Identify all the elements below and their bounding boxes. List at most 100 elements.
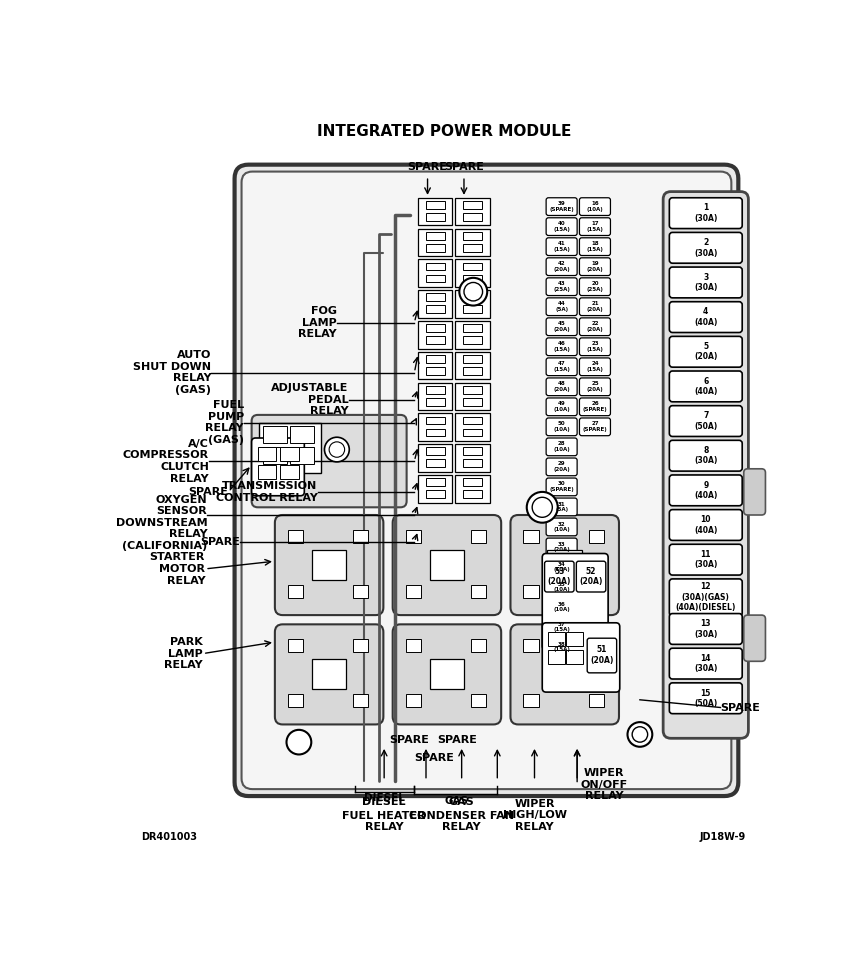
Bar — [463, 336, 481, 344]
Bar — [589, 530, 604, 543]
Text: 32
(10A): 32 (10A) — [553, 521, 570, 532]
Circle shape — [329, 442, 345, 457]
Text: 23
(15A): 23 (15A) — [586, 341, 604, 352]
Bar — [456, 444, 489, 472]
Bar — [312, 659, 346, 690]
Bar — [463, 293, 481, 301]
Bar — [418, 414, 452, 441]
FancyBboxPatch shape — [546, 258, 577, 276]
Bar — [463, 213, 481, 221]
FancyBboxPatch shape — [669, 198, 742, 228]
Text: 2
(30A): 2 (30A) — [694, 238, 717, 258]
Text: GAS: GAS — [445, 796, 469, 806]
Text: 16
(10A): 16 (10A) — [586, 202, 604, 212]
FancyBboxPatch shape — [546, 478, 577, 496]
Text: 14
(30A): 14 (30A) — [694, 654, 717, 673]
Text: 4
(40A): 4 (40A) — [694, 308, 717, 327]
Bar — [463, 478, 481, 486]
Text: 49
(10A): 49 (10A) — [553, 401, 570, 413]
Bar — [456, 228, 489, 256]
Text: 15
(50A): 15 (50A) — [695, 689, 717, 708]
FancyBboxPatch shape — [242, 172, 732, 789]
Bar — [418, 321, 452, 349]
Text: 7
(50A): 7 (50A) — [695, 412, 717, 431]
FancyBboxPatch shape — [546, 358, 577, 375]
FancyBboxPatch shape — [669, 579, 742, 616]
Text: GAS: GAS — [449, 797, 475, 807]
FancyBboxPatch shape — [252, 438, 304, 496]
Bar — [418, 351, 452, 379]
FancyBboxPatch shape — [587, 638, 617, 673]
FancyBboxPatch shape — [546, 278, 577, 295]
Bar — [589, 639, 604, 652]
Text: 50
(10A): 50 (10A) — [553, 421, 570, 433]
Bar — [589, 694, 604, 708]
Text: 29
(20A): 29 (20A) — [553, 461, 570, 473]
FancyBboxPatch shape — [546, 338, 577, 355]
FancyBboxPatch shape — [669, 475, 742, 506]
Bar — [566, 649, 584, 664]
Text: FUEL
PUMP
RELAY
(GAS): FUEL PUMP RELAY (GAS) — [205, 400, 244, 445]
Text: 43
(25A): 43 (25A) — [553, 282, 570, 292]
FancyBboxPatch shape — [546, 518, 577, 536]
Text: 11
(30A): 11 (30A) — [694, 550, 717, 569]
Text: 38
(15A): 38 (15A) — [553, 642, 570, 652]
FancyBboxPatch shape — [579, 418, 611, 435]
Text: 13
(30A): 13 (30A) — [694, 619, 717, 639]
Text: 21
(20A): 21 (20A) — [586, 302, 604, 312]
Bar — [430, 550, 464, 580]
Text: SPARE: SPARE — [189, 487, 229, 497]
Bar — [288, 639, 303, 652]
FancyBboxPatch shape — [669, 267, 742, 298]
Text: 1
(30A): 1 (30A) — [694, 203, 717, 223]
FancyBboxPatch shape — [579, 318, 611, 335]
FancyBboxPatch shape — [579, 198, 611, 216]
Text: STARTER
MOTOR
RELAY: STARTER MOTOR RELAY — [150, 552, 205, 585]
Text: DIESEL: DIESEL — [362, 797, 406, 807]
FancyBboxPatch shape — [546, 618, 577, 636]
Text: 46
(15A): 46 (15A) — [553, 341, 570, 352]
FancyBboxPatch shape — [546, 218, 577, 236]
Text: 52
(20A): 52 (20A) — [579, 567, 603, 586]
Text: INTEGRATED POWER MODULE: INTEGRATED POWER MODULE — [317, 124, 571, 139]
Bar — [426, 232, 444, 240]
Bar — [418, 475, 452, 502]
FancyBboxPatch shape — [275, 625, 384, 725]
Bar — [426, 459, 444, 467]
Text: FUEL HEATER
RELAY: FUEL HEATER RELAY — [342, 811, 426, 832]
Text: 36
(10A): 36 (10A) — [553, 602, 570, 612]
FancyBboxPatch shape — [579, 298, 611, 315]
Text: 26
(SPARE): 26 (SPARE) — [583, 401, 607, 413]
Circle shape — [527, 492, 558, 522]
FancyBboxPatch shape — [546, 438, 577, 456]
Bar — [566, 632, 584, 646]
Text: AUTO
SHUT DOWN
RELAY
(GAS): AUTO SHUT DOWN RELAY (GAS) — [133, 350, 211, 395]
Bar — [260, 423, 321, 473]
Bar — [456, 290, 489, 318]
Bar — [426, 398, 444, 406]
Bar — [281, 465, 299, 478]
Bar — [471, 694, 486, 708]
Bar — [263, 447, 287, 464]
Bar — [463, 459, 481, 467]
Text: ADJUSTABLE
PEDAL
RELAY: ADJUSTABLE PEDAL RELAY — [271, 383, 348, 416]
Bar — [463, 448, 481, 456]
Bar — [523, 585, 539, 598]
Bar — [288, 530, 303, 543]
FancyBboxPatch shape — [546, 418, 577, 435]
Bar — [426, 367, 444, 374]
Bar — [405, 585, 421, 598]
Bar — [426, 478, 444, 486]
FancyBboxPatch shape — [510, 625, 619, 725]
Bar — [456, 475, 489, 502]
Text: 28
(10A): 28 (10A) — [553, 441, 570, 453]
FancyBboxPatch shape — [546, 598, 577, 616]
Bar — [418, 290, 452, 318]
FancyBboxPatch shape — [392, 625, 501, 725]
FancyBboxPatch shape — [669, 371, 742, 402]
Text: WIPER
ON/OFF
RELAY: WIPER ON/OFF RELAY — [581, 768, 628, 801]
FancyBboxPatch shape — [546, 238, 577, 256]
Bar — [426, 355, 444, 363]
FancyBboxPatch shape — [579, 398, 611, 415]
Bar — [426, 306, 444, 313]
